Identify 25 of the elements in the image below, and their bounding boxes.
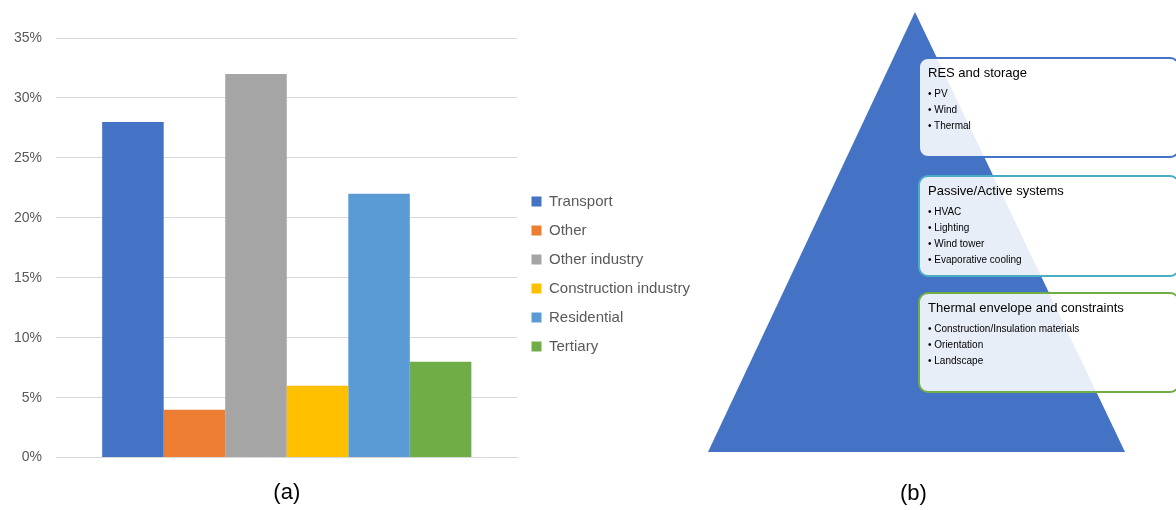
legend-label: Other industry — [549, 249, 644, 267]
text-box: RES and storage • PV • Wind • Thermal — [918, 57, 1176, 158]
bar — [286, 385, 349, 458]
text-box: Thermal envelope and constraints • Construction/Insulation materials • Orientation • Landscape — [918, 292, 1176, 393]
x-axis-title: (a) — [273, 478, 301, 504]
bar — [225, 73, 287, 458]
y-tick-label: 10% — [13, 328, 43, 345]
y-tick-label: 30% — [13, 88, 43, 105]
bar — [163, 409, 226, 458]
y-tick-label: 5% — [21, 388, 43, 405]
text: (b) — [900, 480, 927, 506]
bar — [102, 121, 164, 458]
legend-label: Transport — [549, 191, 614, 209]
y-tick-label: 25% — [13, 148, 43, 165]
y-tick-label: 20% — [13, 208, 43, 225]
y-tick-label: 15% — [13, 268, 43, 285]
bar — [348, 193, 410, 458]
legend-label: Construction industry — [549, 278, 691, 296]
y-tick-label: 0% — [21, 448, 43, 465]
text-box: Passive/Active systems • HVAC • Lighting • Wind tower • Evaporative cooling — [918, 175, 1176, 277]
legend-label: Residential — [549, 307, 624, 325]
bar — [409, 361, 472, 458]
legend-label: Other — [549, 220, 587, 238]
y-tick-label: 35% — [13, 28, 43, 45]
legend-label: Tertiary — [549, 336, 599, 354]
